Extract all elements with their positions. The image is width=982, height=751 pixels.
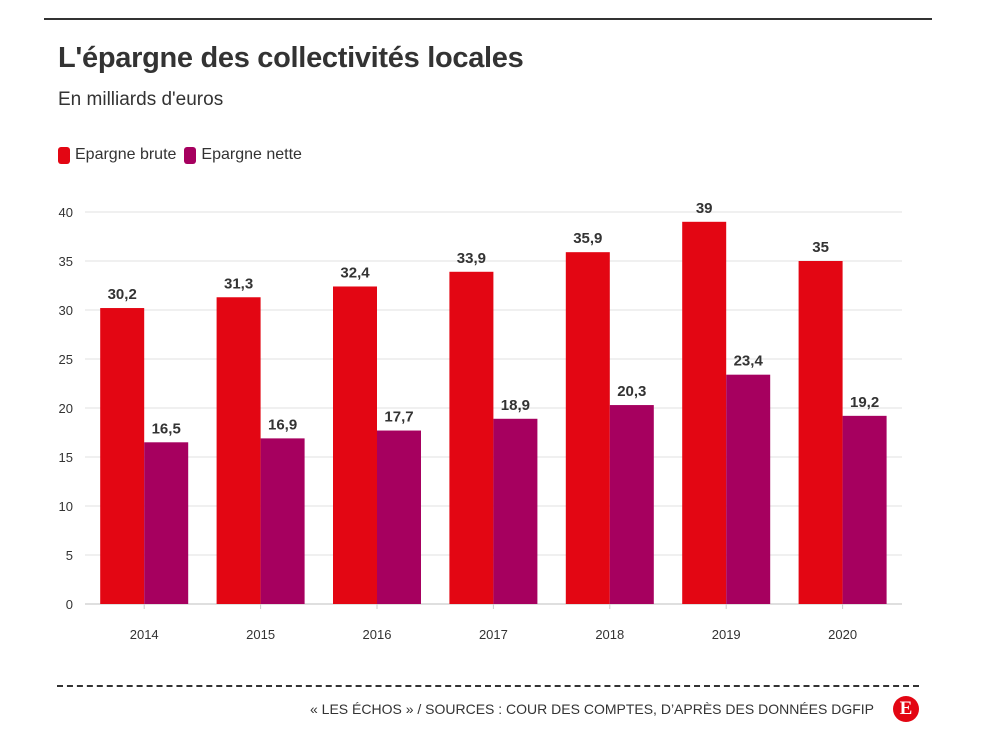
data-label: 20,3 <box>617 383 646 400</box>
data-label: 23,4 <box>734 353 764 370</box>
legend-swatch-nette <box>184 146 197 164</box>
legend-swatch-brute <box>58 146 70 164</box>
data-label: 30,2 <box>108 286 137 303</box>
chart-title: L'épargne des collectivités locales <box>58 42 524 74</box>
bar-epargne-brute <box>682 221 727 605</box>
data-label: 33,9 <box>457 250 486 267</box>
bar-epargne-brute <box>333 286 377 604</box>
legend-label-nette: Epargne nette <box>201 146 302 163</box>
y-tick-label: 40 <box>59 205 73 220</box>
bar-epargne-brute <box>798 261 843 604</box>
x-tick-label: 2018 <box>595 627 624 642</box>
y-tick-label: 25 <box>59 352 73 367</box>
bar-epargne-brute <box>565 252 610 604</box>
bar-epargne-brute <box>216 297 261 604</box>
data-label: 18,9 <box>501 397 530 414</box>
data-label: 35 <box>812 239 829 256</box>
data-label: 39 <box>696 200 713 217</box>
y-tick-label: 0 <box>66 597 73 612</box>
les-echos-logo: E <box>893 696 919 722</box>
x-tick-label: 2016 <box>363 627 392 642</box>
data-label: 35,9 <box>573 230 602 247</box>
bar-epargne-nette <box>726 374 771 604</box>
x-tick-label: 2014 <box>130 627 159 642</box>
y-tick-label: 35 <box>59 254 73 269</box>
y-tick-label: 10 <box>59 499 73 514</box>
legend-item-nette: Epargne nette <box>184 146 302 164</box>
data-label: 31,3 <box>224 275 253 292</box>
top-rule <box>44 18 932 20</box>
bar-epargne-nette <box>260 438 305 604</box>
legend-label-brute: Epargne brute <box>75 146 177 163</box>
bar-epargne-nette <box>842 415 887 604</box>
bar-epargne-nette <box>144 442 189 604</box>
y-tick-label: 15 <box>59 450 73 465</box>
chart-subtitle: En milliards d'euros <box>58 89 224 110</box>
bottom-rule <box>57 685 919 687</box>
bar-epargne-nette <box>493 418 538 604</box>
data-label: 32,4 <box>340 264 370 281</box>
y-tick-label: 20 <box>59 401 73 416</box>
source-credit: « LES ÉCHOS » / SOURCES : COUR DES COMPT… <box>309 701 874 717</box>
data-label: 19,2 <box>850 394 879 411</box>
legend: Epargne brute Epargne nette <box>58 146 310 164</box>
bar-epargne-nette <box>377 430 421 604</box>
y-tick-label: 5 <box>66 548 73 563</box>
y-tick-label: 30 <box>59 303 73 318</box>
bar-epargne-brute <box>449 271 494 604</box>
bar-epargne-brute <box>100 308 145 604</box>
x-tick-label: 2020 <box>828 627 857 642</box>
data-label: 16,9 <box>268 416 297 433</box>
x-tick-label: 2019 <box>712 627 741 642</box>
x-tick-label: 2015 <box>246 627 275 642</box>
x-tick-label: 2017 <box>479 627 508 642</box>
bar-epargne-nette <box>609 405 654 604</box>
legend-item-brute: Epargne brute <box>58 146 176 164</box>
data-label: 17,7 <box>384 409 413 426</box>
data-label: 16,5 <box>152 420 181 437</box>
